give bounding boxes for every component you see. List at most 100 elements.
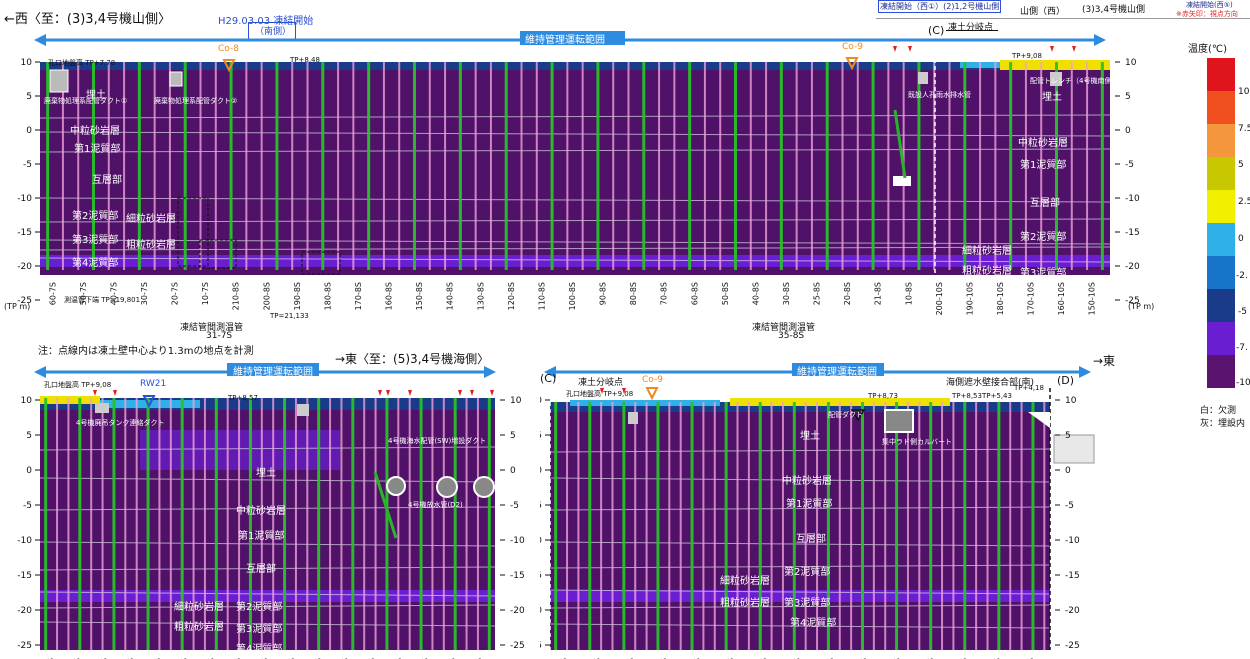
duct-2-label: 廃棄物処理系配管ダクト② (154, 97, 238, 105)
x-tick-label: 200-10S (935, 282, 944, 315)
bl-layer-8: 第4泥質部 (236, 644, 283, 655)
east-caption: →東〈至：(5)3,4号機海側〉 (335, 352, 490, 366)
legend-swatch (1207, 256, 1235, 289)
x-tick-label: 90-8S (599, 282, 608, 305)
top-surface-band (40, 62, 1110, 70)
y-tick-label: -10 (17, 536, 32, 546)
x-tick-label: 60-7S (48, 282, 57, 305)
br-tp-mid: TP+8,73 (868, 392, 898, 400)
legend-note-white: 白：欠測 (1200, 406, 1237, 416)
freeze-start-bracket (248, 22, 296, 39)
y-tick-label: 10 (540, 396, 542, 406)
bl-warm (40, 396, 100, 404)
bl-inclined-pipe (373, 471, 398, 539)
x-tick-label: 20-7S (171, 282, 180, 305)
legend-tick: -7. (1236, 343, 1248, 353)
right-layer-dai2: 第2泥質部 (1020, 232, 1067, 243)
y-tick-label: 0 (510, 466, 516, 476)
x-tick-label: 110-8S (537, 282, 546, 310)
culvert-label: 集中ラド側カルバート (882, 438, 952, 446)
bl-layer-6: 粗粒砂岩層 (174, 622, 224, 633)
top-tp-right: TP+9,08 (1012, 52, 1042, 60)
bl-layer-0: 埋土 (256, 468, 276, 479)
stratum-boundary (549, 477, 1051, 483)
y-tick-label: 10 (1065, 396, 1077, 406)
br-ground (550, 405, 1050, 650)
bl-layer-1: 中粒砂岩層 (236, 506, 286, 517)
pipe-1-label: 凍結管間測温管 (180, 323, 244, 333)
top-column-stripes (46, 62, 1104, 270)
bl-layer-2: 第1泥質部 (238, 531, 285, 542)
stratum-boundary (39, 446, 496, 451)
br-range-left (544, 366, 556, 378)
br-co9-label: Co-9 (642, 375, 663, 385)
bl-range-label: 維持管理運転範囲 (233, 367, 313, 378)
br-surface (550, 402, 1050, 412)
trench-label: 配管トレンチ（4号機南側） (1030, 77, 1119, 85)
x-tick-label: 170-8S (354, 282, 363, 310)
legend-swatch (1207, 91, 1235, 124)
legend-swatch (1207, 58, 1235, 91)
y-tick-label: -20 (1125, 262, 1140, 272)
x-tick-label: 70-8S (660, 282, 669, 305)
y-tick-label: -15 (1125, 228, 1140, 238)
co8-label: Co-8 (218, 44, 239, 54)
y-tick-label: -20 (510, 606, 525, 616)
layer-saiyuu: 細粒砂岩層 (126, 214, 176, 225)
freeze-start-date: H29.03.03 凍結開始 (218, 16, 314, 27)
x-tick-label: 100-8S (568, 282, 577, 310)
legend-tick: -5 (1238, 307, 1247, 317)
br-duct-icon (628, 412, 638, 424)
x-tick-label: 140-8S (446, 282, 455, 310)
y-tick-label: -5 (540, 501, 542, 511)
rw21-label: RW21 (140, 379, 167, 389)
br-tp-b: TP+5,43 (982, 392, 1012, 400)
br-layer-4: 細粒砂岩層 (720, 576, 770, 587)
br-branch: 凍土分岐点 (578, 378, 624, 388)
stratum-boundary (39, 148, 1111, 153)
x-tick-label: 40-8S (751, 282, 760, 305)
y-tick-label: 0 (26, 466, 32, 476)
legend-top-3: (3)3,4号機山側 (1082, 5, 1146, 15)
y-tick-label: -5 (510, 501, 519, 511)
y-tick-label: -20 (17, 606, 32, 616)
top-section-ground (40, 65, 1110, 275)
stratum-boundary (39, 506, 496, 511)
pipe-2-label: 凍結管間測温管 (752, 323, 816, 333)
br-layer-5: 第2泥質部 (784, 567, 831, 578)
stratum-boundary (39, 218, 1111, 223)
x-tick-label: 50-8S (721, 282, 730, 305)
stratum-boundary (549, 506, 1051, 511)
stratum-boundary (39, 114, 1111, 119)
measurement-note: 注：点線内は凍土壁中心より1.3mの地点を計測 (38, 346, 254, 357)
inclined-pipe (893, 109, 907, 179)
temperature-colorbar (1207, 58, 1235, 388)
stratum-boundary (39, 477, 496, 483)
br-tp-left: 孔口地盤高 TP+9,08 (566, 390, 634, 398)
stratum-boundary (39, 246, 1111, 251)
y-tick-label: -25 (540, 641, 542, 651)
view-arrows (893, 46, 1076, 52)
legend-note-gray: 灰：埋設内 (1200, 419, 1246, 429)
y-tick-label: -25 (17, 641, 32, 651)
y-tick-label: -20 (17, 262, 32, 272)
legend-swatch (1207, 355, 1235, 388)
y-tick-label: -5 (23, 160, 32, 170)
west-title: ←西〈至：(3)3,4号機山側〉 (4, 12, 171, 27)
legend-swatch (1207, 289, 1235, 322)
x-tick-label: 80-8S (629, 282, 638, 305)
legend-title: 温度(℃) (1188, 44, 1228, 55)
x-tick-label: 120-8S (507, 282, 516, 310)
y-tick-label: -15 (1065, 571, 1080, 581)
y-tick-label: 5 (510, 431, 516, 441)
br-water-marker (850, 409, 866, 422)
x-tick-label: 20-8S (843, 282, 852, 305)
y-tick-label: -5 (23, 501, 32, 511)
bl-pipe-circle (436, 476, 458, 498)
x-tick-label: 30-7S (140, 282, 149, 305)
trench-icon (1050, 72, 1062, 86)
layer-dai4: 第4泥質部 (72, 258, 119, 269)
layer-soryuu: 粗粒砂岩層 (126, 240, 176, 251)
layer-dai2: 第2泥質部 (72, 211, 119, 222)
x-tick-label: 210-8S (232, 282, 241, 310)
